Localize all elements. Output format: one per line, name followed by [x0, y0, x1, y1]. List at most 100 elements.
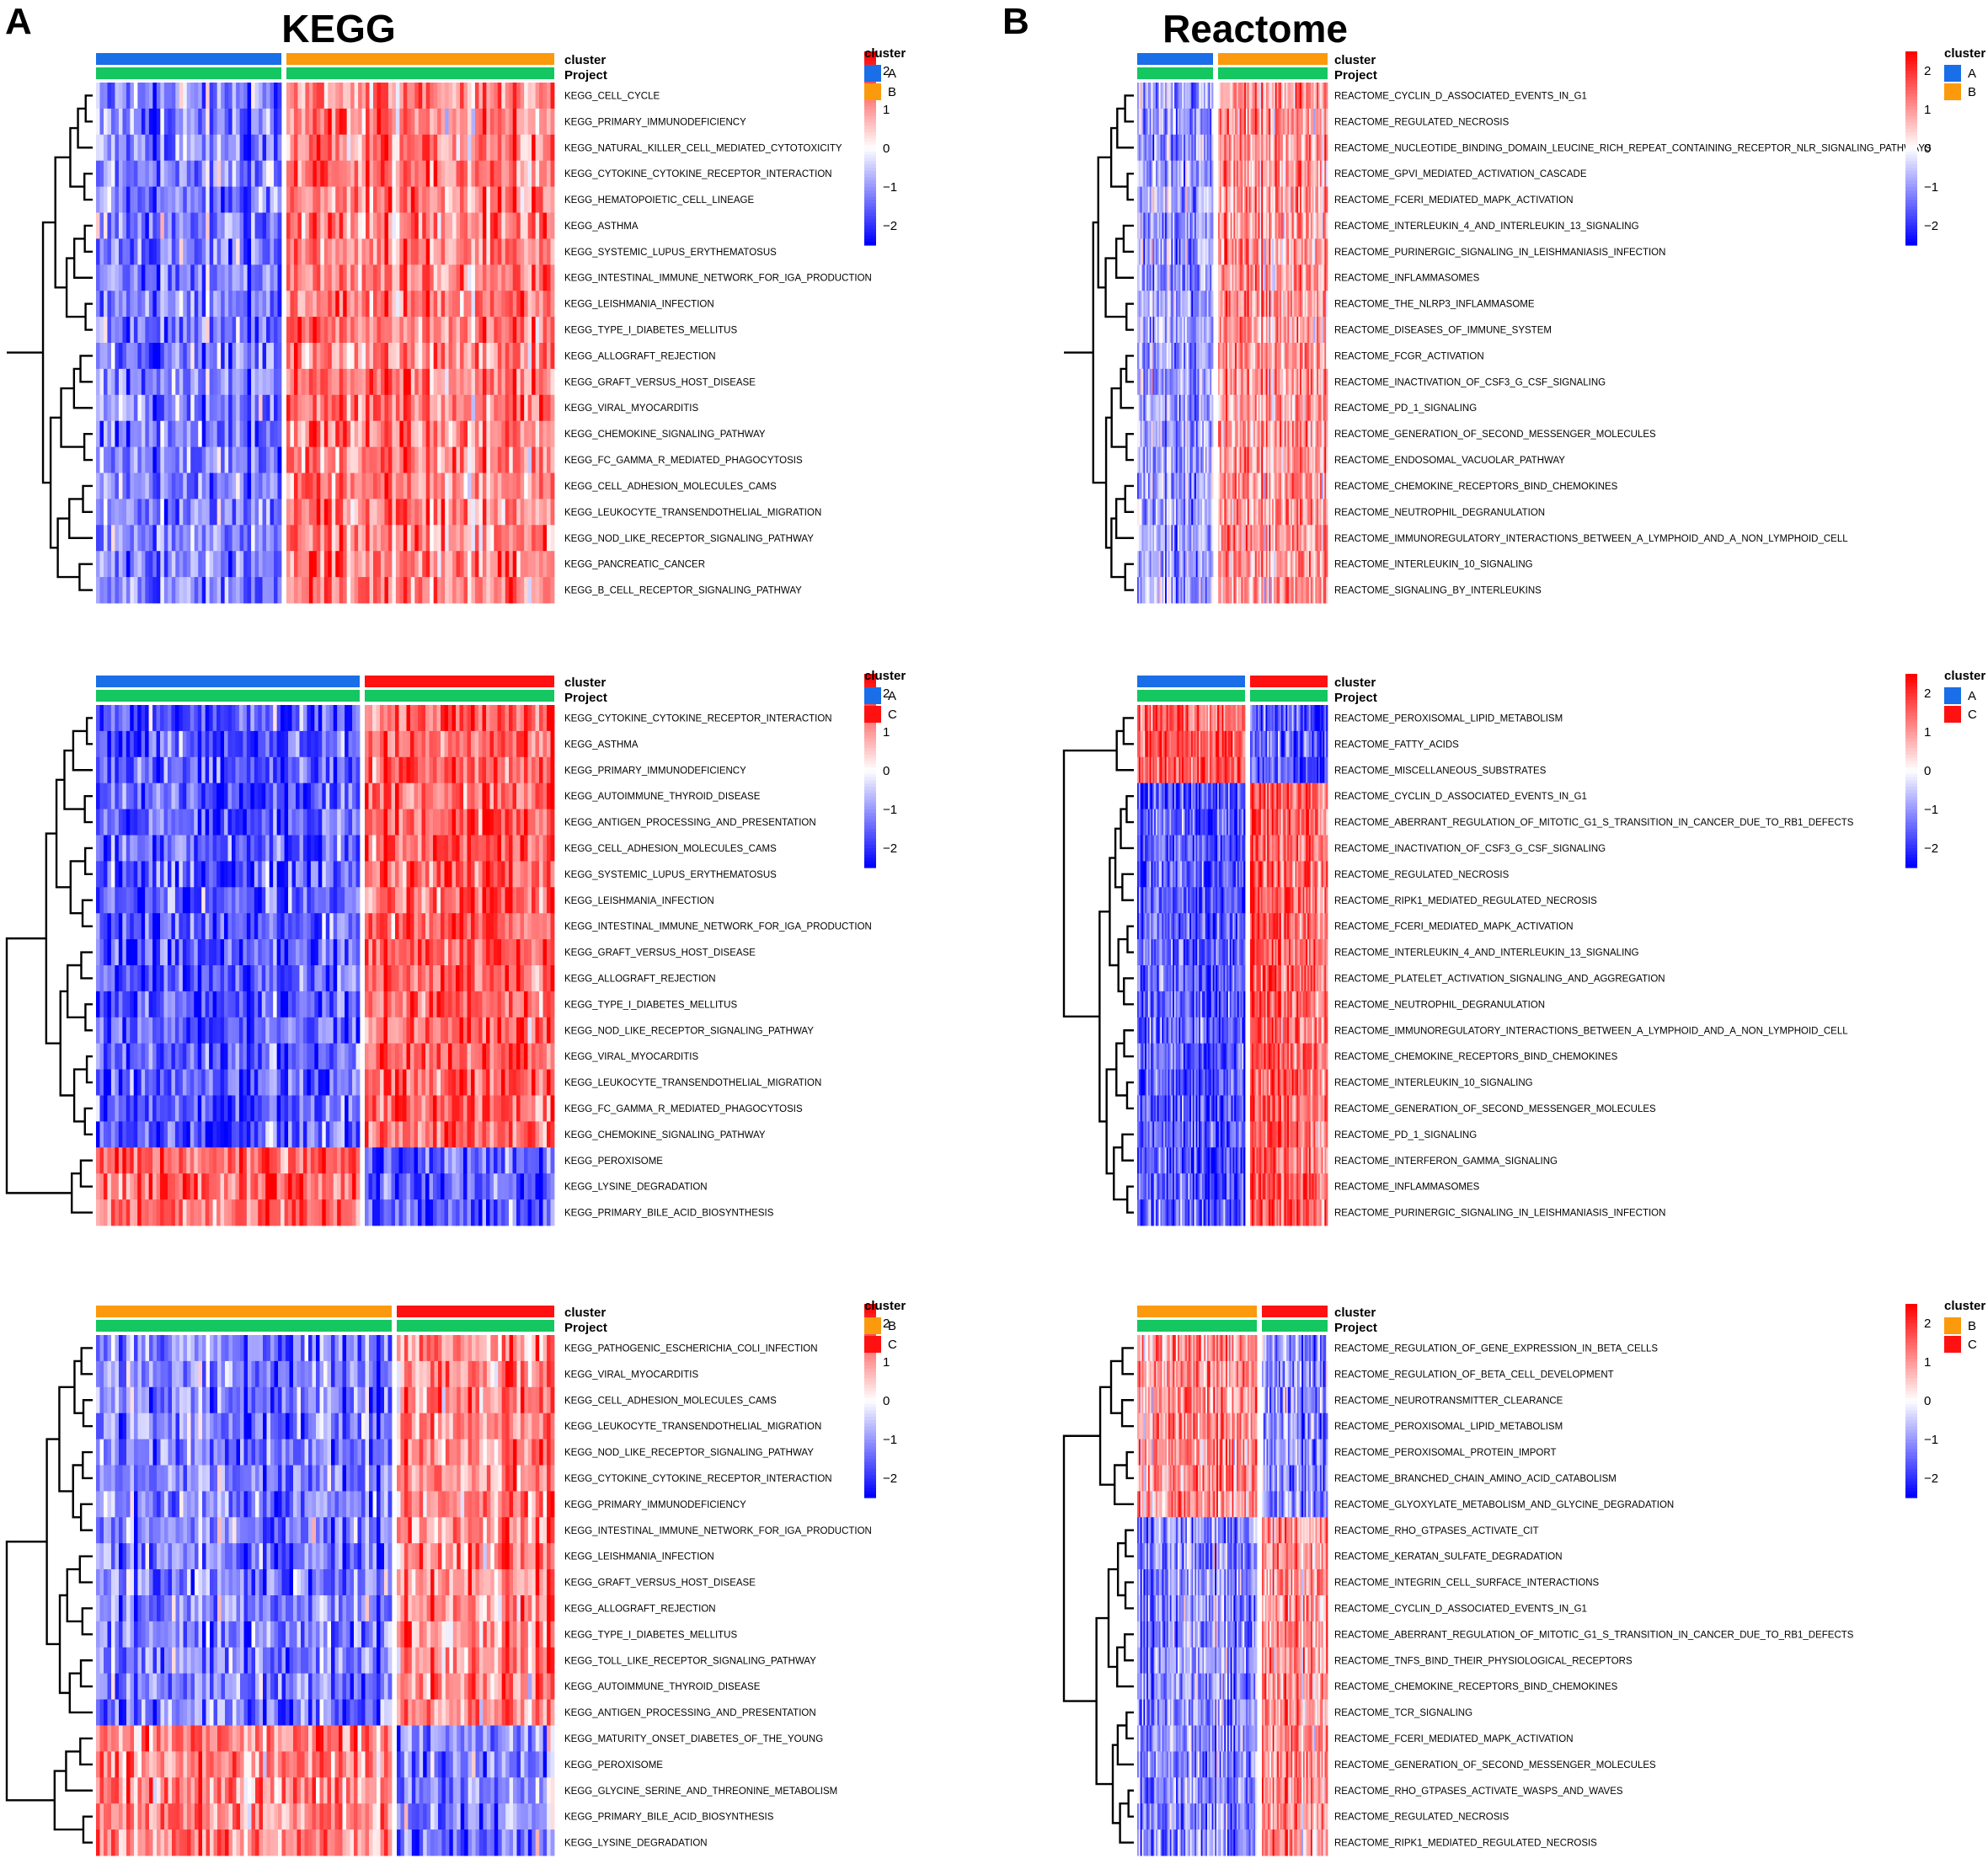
heatmap-cell: [171, 368, 176, 396]
heatmap-cell: [247, 473, 252, 499]
heatmap-cell: [148, 499, 153, 526]
heatmap-cell: [228, 551, 233, 578]
heatmap-cell: [1289, 264, 1291, 291]
heatmap-cell: [343, 186, 348, 213]
heatmap-cell: [145, 343, 150, 370]
colorbar-segment: [864, 158, 876, 162]
heatmap-cell: [232, 83, 237, 109]
heatmap-cell: [1312, 473, 1314, 499]
heatmap-cell: [456, 577, 461, 604]
heatmap-cell: [1291, 160, 1295, 187]
heatmap-cell: [387, 186, 393, 213]
heatmap-cell: [460, 343, 464, 370]
heatmap-cell: [395, 499, 400, 526]
heatmap-cell: [194, 186, 199, 213]
heatmap-cell: [1253, 394, 1256, 422]
heatmap-cell: [1226, 343, 1230, 370]
heatmap-cell: [115, 420, 120, 447]
heatmap-cell: [1195, 499, 1199, 526]
heatmap-cell: [1175, 368, 1178, 396]
heatmap-cell: [1165, 83, 1168, 109]
heatmap-cell: [1293, 343, 1296, 370]
heatmap-cell: [516, 473, 521, 499]
heatmap-cell: [1315, 108, 1317, 136]
heatmap-cell: [1166, 108, 1169, 136]
heatmap-cell: [254, 577, 259, 604]
heatmap-cell: [1137, 212, 1140, 239]
heatmap-cell: [539, 186, 543, 213]
heatmap-cell: [1143, 420, 1146, 447]
heatmap-cell: [1221, 368, 1223, 396]
heatmap-cell: [1219, 420, 1222, 447]
heatmap-cell: [301, 160, 306, 187]
heatmap-cell: [1301, 343, 1304, 370]
heatmap-cell: [1256, 420, 1259, 447]
heatmap-cell: [331, 368, 336, 396]
heatmap-cell: [1195, 420, 1199, 447]
heatmap-cell: [1272, 473, 1275, 499]
colorbar-segment: [1905, 148, 1917, 152]
heatmap-cell: [460, 420, 464, 447]
heatmap-cell: [467, 134, 472, 162]
heatmap-cell: [1174, 238, 1177, 265]
heatmap-cell: [290, 186, 295, 213]
heatmap-cell: [320, 499, 325, 526]
heatmap-cell: [520, 473, 525, 499]
row-label: REACTOME_THE_NLRP3_INFLAMMASOME: [1334, 300, 1535, 310]
heatmap-cell: [361, 551, 366, 578]
heatmap-cell: [251, 368, 255, 396]
heatmap-cell: [1178, 473, 1181, 499]
dendrogram-branch: [41, 221, 56, 484]
heatmap-cell: [1281, 291, 1284, 318]
heatmap-cell: [467, 473, 472, 499]
heatmap-cell: [1307, 317, 1310, 344]
heatmap-cell: [463, 264, 468, 291]
heatmap-cell: [1219, 317, 1222, 344]
heatmap-cell: [441, 420, 446, 447]
heatmap-cell: [201, 264, 206, 291]
heatmap-cell: [547, 186, 551, 213]
heatmap-cell: [313, 212, 318, 239]
heatmap-cell: [186, 368, 191, 396]
heatmap-cell: [1224, 577, 1226, 604]
heatmap-cell: [308, 446, 313, 473]
heatmap-cell: [539, 160, 543, 187]
heatmap-cell: [148, 577, 153, 604]
heatmap-cell: [216, 212, 222, 239]
heatmap-cell: [286, 108, 291, 136]
heatmap-cell: [1138, 394, 1141, 422]
heatmap-cell: [358, 420, 362, 447]
heatmap-cell: [1203, 473, 1206, 499]
heatmap-cell: [1281, 551, 1284, 578]
heatmap-cell: [1242, 446, 1245, 473]
heatmap-cell: [516, 577, 521, 604]
heatmap-cell: [1310, 343, 1313, 370]
heatmap-cell: [286, 134, 291, 162]
heatmap-cell: [1177, 186, 1179, 213]
heatmap-cell: [179, 160, 184, 187]
heatmap-cell: [1233, 368, 1236, 396]
heatmap-cell: [1158, 577, 1161, 604]
heatmap-cell: [1138, 291, 1141, 318]
heatmap-cell: [198, 446, 203, 473]
heatmap-cell: [1149, 499, 1152, 526]
heatmap-cell: [1194, 264, 1197, 291]
heatmap-cell: [1186, 238, 1189, 265]
heatmap-cell: [1300, 160, 1302, 187]
heatmap-cell: [301, 368, 306, 396]
heatmap-cell: [232, 473, 237, 499]
heatmap-cell: [1284, 186, 1286, 213]
heatmap-cell: [1276, 134, 1279, 162]
heatmap-cell: [1256, 83, 1259, 109]
heatmap-cell: [1221, 134, 1223, 162]
heatmap-cell: [236, 394, 241, 422]
heatmap-cell: [313, 525, 318, 552]
heatmap-cell: [482, 343, 487, 370]
heatmap-cell: [1302, 446, 1305, 473]
heatmap-cell: [509, 108, 514, 136]
heatmap-cell: [1210, 368, 1212, 396]
heatmap-cell: [497, 551, 502, 578]
heatmap-cell: [216, 420, 222, 447]
heatmap-cell: [339, 394, 344, 422]
heatmap-cell: [1219, 160, 1222, 187]
